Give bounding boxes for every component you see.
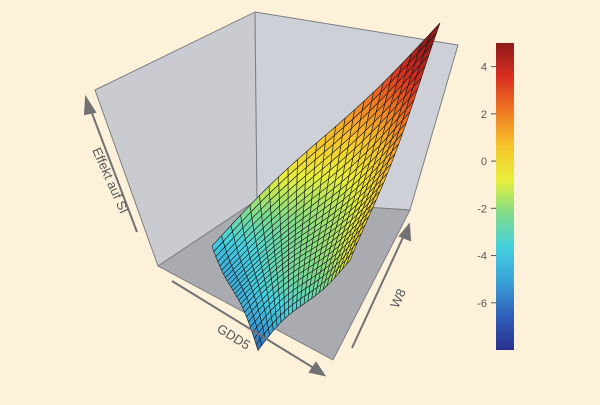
x-axis-label: GDD5 [214, 321, 253, 353]
colorbar-tick-label: -4 [477, 251, 487, 263]
y-axis-line [351, 232, 406, 349]
colorbar-tick-label: 2 [481, 109, 487, 121]
surface-cell [255, 338, 263, 352]
x-axis-arrowhead [308, 361, 327, 377]
z-axis-line [89, 107, 138, 233]
colorbar-tick-label: 0 [481, 156, 487, 168]
colorbar: 4 2 0 -2 -4 -6 [477, 43, 514, 350]
y-axis-label: W8 [387, 286, 409, 310]
surface-mesh [211, 22, 441, 352]
colorbar-gradient [496, 43, 514, 350]
colorbar-tick-label: -6 [477, 298, 487, 310]
colorbar-tick-label: 4 [481, 62, 487, 74]
axis-arrows [83, 94, 412, 377]
y-axis-arrowhead [398, 222, 412, 242]
x-axis-line [171, 280, 318, 371]
colorbar-tick-label: -2 [477, 203, 487, 215]
z-axis-arrowhead [83, 94, 97, 116]
